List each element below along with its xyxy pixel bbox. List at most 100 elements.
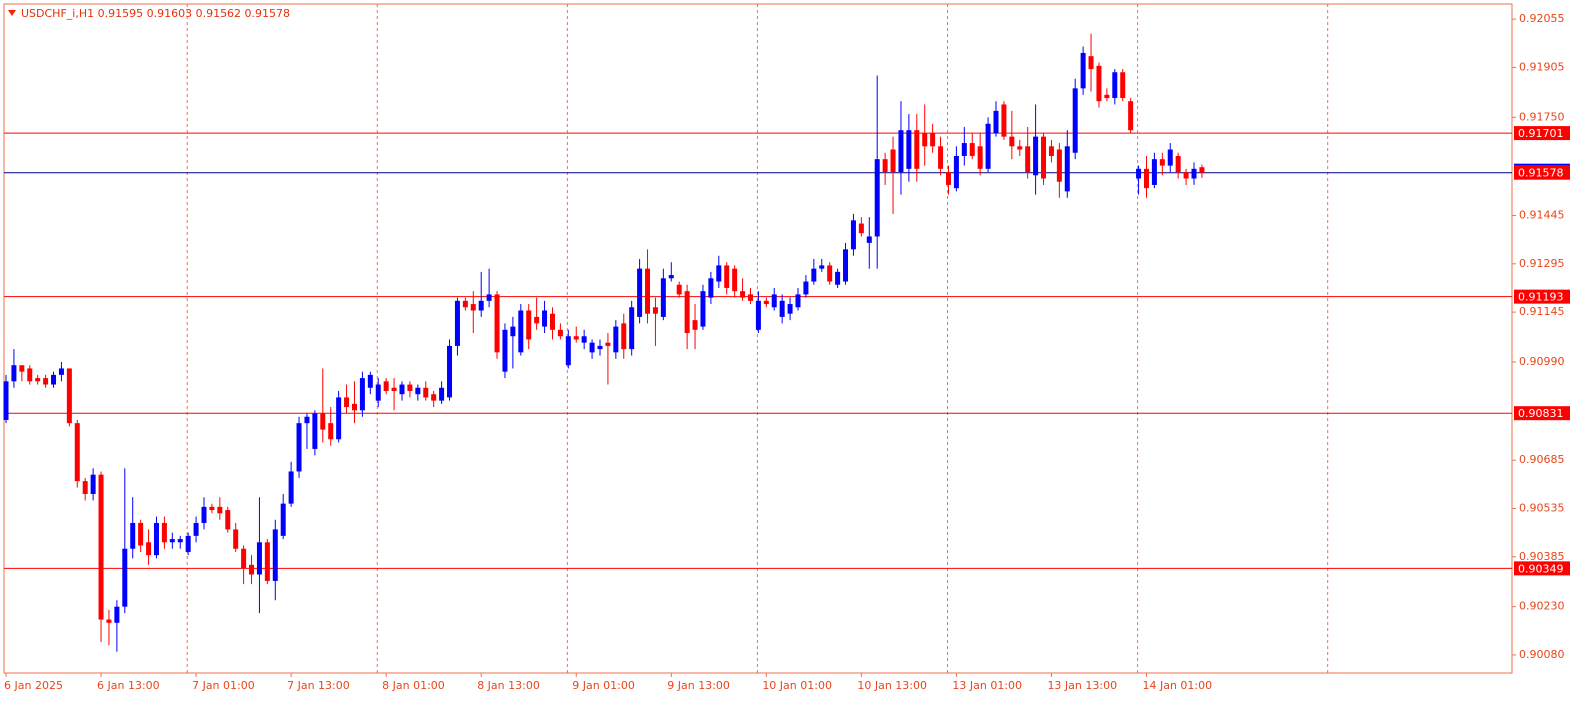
candle-body xyxy=(763,300,769,305)
candle-body xyxy=(407,384,413,391)
candle-body xyxy=(961,143,967,156)
candle-body xyxy=(589,342,595,353)
candle-body xyxy=(1096,65,1102,102)
collapse-icon[interactable] xyxy=(8,10,16,16)
candle-body xyxy=(90,474,96,494)
y-tick-label: 0.90535 xyxy=(1519,501,1565,514)
candle-body xyxy=(518,310,524,353)
candle-body xyxy=(256,542,262,575)
candle-body xyxy=(747,294,753,301)
candle-body xyxy=(431,394,437,401)
candle-body xyxy=(1151,159,1157,185)
x-tick-label: 9 Jan 13:00 xyxy=(667,679,730,692)
candle-body xyxy=(890,149,896,173)
candle-body xyxy=(288,471,294,504)
candle-body xyxy=(1112,72,1118,99)
candle-body xyxy=(700,291,706,327)
candle-body xyxy=(724,265,730,288)
candle-body xyxy=(945,172,951,185)
candle-body xyxy=(272,529,278,581)
x-tick-label: 10 Jan 01:00 xyxy=(762,679,832,692)
candle-body xyxy=(882,159,888,173)
y-tick-label: 0.91295 xyxy=(1519,257,1565,270)
candle-body xyxy=(11,365,17,382)
x-tick-label: 6 Jan 2025 xyxy=(4,679,63,692)
candle-body xyxy=(866,236,872,243)
level-label: 0.90831 xyxy=(1518,407,1564,420)
level-label-box xyxy=(1514,406,1570,421)
candle-body xyxy=(597,345,603,350)
candle-body xyxy=(771,294,777,308)
candle-body xyxy=(779,300,785,317)
candle-body xyxy=(423,387,429,398)
candle-body xyxy=(447,345,453,398)
y-tick-label: 0.90230 xyxy=(1519,600,1565,613)
chart-title: USDCHF_i,H1 0.91595 0.91603 0.91562 0.91… xyxy=(21,7,290,20)
x-tick-label: 14 Jan 01:00 xyxy=(1142,679,1212,692)
candle-body xyxy=(1001,104,1007,137)
candle-body xyxy=(1072,88,1078,153)
candle-body xyxy=(629,307,635,350)
candle-body xyxy=(1199,167,1205,173)
candle-body xyxy=(82,481,88,494)
candle-body xyxy=(1167,149,1173,166)
candle-body xyxy=(1025,146,1031,173)
y-tick-label: 0.91905 xyxy=(1519,60,1565,73)
candle-body xyxy=(122,548,128,607)
candle-body xyxy=(510,326,516,337)
candle-body xyxy=(391,387,397,391)
candle-body xyxy=(993,110,999,134)
candle-body xyxy=(1120,72,1126,99)
candle-body xyxy=(557,329,563,337)
candle-body xyxy=(130,522,136,549)
candle-body xyxy=(676,284,682,295)
y-tick-label: 0.91445 xyxy=(1519,209,1565,222)
candle-body xyxy=(1159,159,1165,166)
candle-body xyxy=(621,323,627,350)
candle-body xyxy=(930,133,936,147)
candle-body xyxy=(27,368,33,382)
candle-body xyxy=(114,606,120,623)
candle-body xyxy=(3,381,9,420)
candle-body xyxy=(169,539,175,543)
candle-body xyxy=(35,378,41,382)
candle-body xyxy=(605,342,611,346)
candle-body xyxy=(1017,146,1023,150)
candle-body xyxy=(613,326,619,353)
candle-body xyxy=(280,503,286,536)
candle-body xyxy=(106,619,112,623)
candle-body xyxy=(953,155,959,189)
last-price-label: 0.91578 xyxy=(1518,167,1564,180)
x-tick-label: 8 Jan 01:00 xyxy=(382,679,445,692)
candle-body xyxy=(732,268,738,292)
candle-body xyxy=(494,294,500,353)
x-tick-label: 8 Jan 13:00 xyxy=(477,679,540,692)
candle-body xyxy=(906,130,912,169)
candle-body xyxy=(312,413,318,449)
x-tick-label: 10 Jan 13:00 xyxy=(857,679,927,692)
candle-body xyxy=(716,265,722,282)
candle-body xyxy=(1048,146,1054,156)
y-tick-label: 0.90080 xyxy=(1519,648,1565,661)
x-tick-label: 13 Jan 01:00 xyxy=(952,679,1022,692)
candle-body xyxy=(835,271,841,285)
candle-body xyxy=(399,384,405,395)
candle-body xyxy=(922,133,928,147)
candle-body xyxy=(795,294,801,308)
candle-body xyxy=(898,130,904,173)
candle-body xyxy=(470,304,476,311)
candle-body xyxy=(1041,136,1047,179)
candle-body xyxy=(549,313,555,330)
candle-body xyxy=(146,542,152,556)
candle-body xyxy=(336,397,342,440)
candle-body xyxy=(1009,136,1015,147)
last-price-marker xyxy=(1514,163,1570,166)
candle-body xyxy=(645,268,651,314)
y-tick-label: 0.92055 xyxy=(1519,12,1565,25)
candle-body xyxy=(652,307,658,314)
candle-body xyxy=(375,384,381,401)
candle-body xyxy=(478,300,484,311)
candle-body xyxy=(1088,56,1094,70)
candle-body xyxy=(43,378,49,385)
